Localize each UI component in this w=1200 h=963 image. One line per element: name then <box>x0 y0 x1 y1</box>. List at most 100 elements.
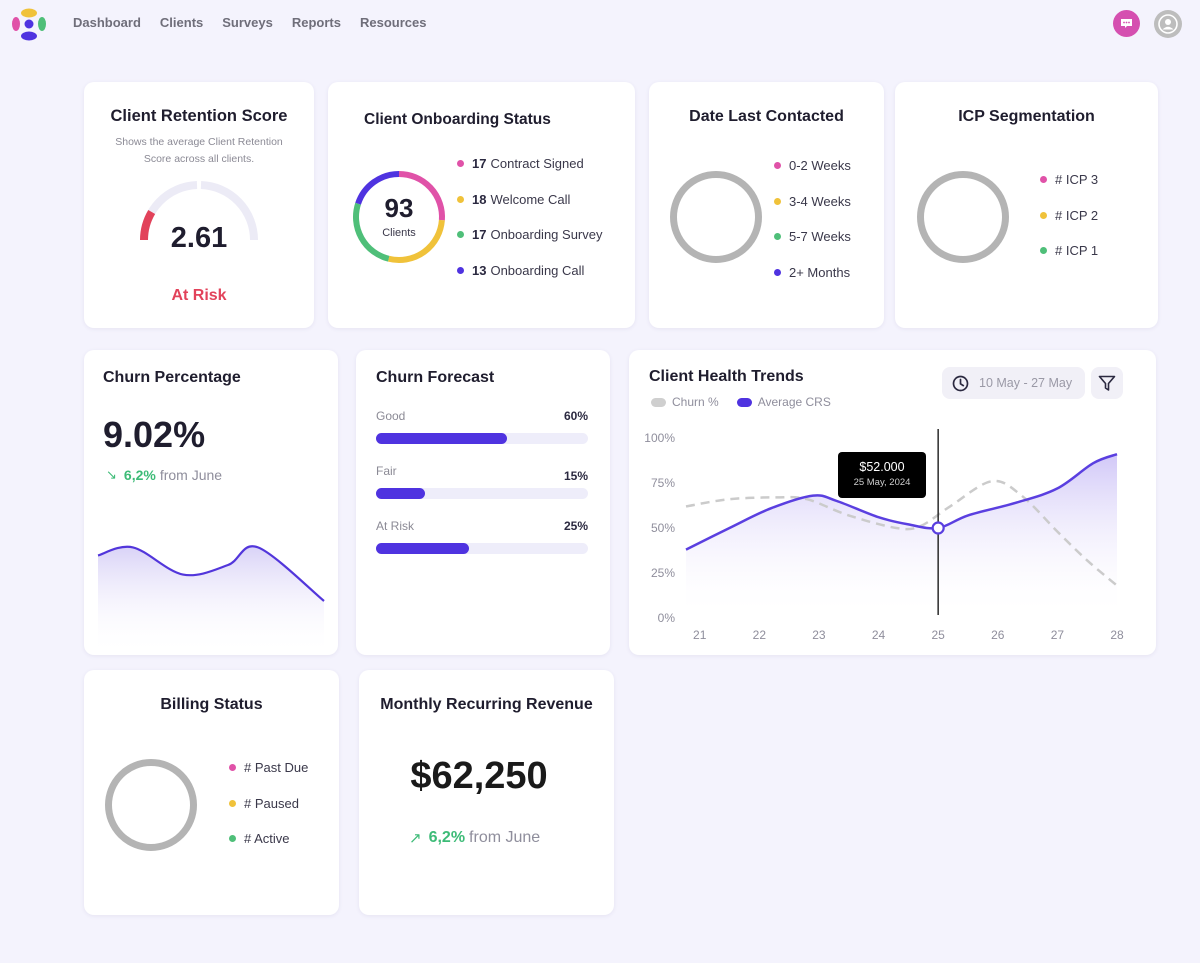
legend-item: 17 Contract Signed <box>457 146 602 182</box>
legend-count: 18 <box>472 191 487 207</box>
legend-dot <box>457 160 464 168</box>
y-tick-label: 100% <box>644 431 675 445</box>
bar-label: At Risk <box>376 519 415 533</box>
chart-legend: Churn % Average CRS <box>651 395 831 409</box>
legend-swatch-crs <box>736 397 752 407</box>
filter-icon <box>1098 375 1116 391</box>
legend-label: # Active <box>244 831 290 847</box>
legend-item: # Active <box>229 821 308 857</box>
legend-dot <box>774 233 781 241</box>
client-health-trends-card: Client Health Trends Churn % Average CRS… <box>629 350 1156 655</box>
card-title: Churn Forecast <box>376 369 495 386</box>
bar-fill <box>376 433 508 444</box>
legend-label: # Paused <box>244 795 299 811</box>
donut-segment <box>398 171 445 221</box>
legend-item: 17 Onboarding Survey <box>457 217 602 253</box>
last-contacted-donut <box>670 171 762 263</box>
card-title: Billing Status <box>160 696 263 713</box>
legend-item: 2+ Months <box>774 255 851 291</box>
legend-dot <box>229 799 236 807</box>
crs-series-line <box>685 453 1118 551</box>
legend-dot <box>774 197 781 205</box>
legend-item: 3-4 Weeks <box>774 184 851 220</box>
legend-label: # ICP 1 <box>1055 243 1099 259</box>
legend-dot <box>1040 176 1047 184</box>
y-tick-label: 0% <box>658 611 676 625</box>
filter-button[interactable] <box>1091 367 1123 399</box>
legend-label: 5-7 Weeks <box>789 229 851 245</box>
chat-button[interactable] <box>1113 10 1140 37</box>
user-menu-button[interactable] <box>1154 10 1182 38</box>
clock-icon <box>952 375 969 391</box>
gauge-fill <box>140 209 156 241</box>
legend-label: # ICP 2 <box>1055 207 1099 223</box>
legend-label: Welcome Call <box>490 191 571 207</box>
card-title: Client Retention Score <box>110 107 288 125</box>
bar-value: 25% <box>563 519 588 533</box>
x-tick-label: 21 <box>693 628 707 642</box>
x-tick-label: 26 <box>991 628 1005 642</box>
legend-label: 2+ Months <box>789 264 851 280</box>
app-logo[interactable] <box>11 6 47 42</box>
user-avatar-icon <box>1158 14 1178 34</box>
legend-count: 13 <box>472 262 487 278</box>
arrow-down-right-icon: ↘ <box>106 467 117 482</box>
bar-track <box>376 543 588 554</box>
onboarding-total: 93 <box>384 193 414 223</box>
icp-donut <box>917 171 1009 263</box>
legend-label: 0-2 Weeks <box>789 158 851 174</box>
bar-fill <box>376 543 470 554</box>
delta-suffix: from June <box>469 829 541 846</box>
bar-fill <box>376 488 425 499</box>
onboarding-donut <box>353 171 445 263</box>
health-trend-chart[interactable]: 100% 75% 50% 25% 0% 21 22 23 24 25 26 27 28 <box>629 415 1156 655</box>
legend-item: # Paused <box>229 786 308 822</box>
card-title: Date Last Contacted <box>689 108 844 125</box>
legend-dot <box>774 268 781 276</box>
legend-dot <box>457 195 464 203</box>
bar-value: 15% <box>563 469 588 483</box>
donut-segment <box>387 219 445 263</box>
x-tick-label: 25 <box>931 628 945 642</box>
legend-dot <box>457 231 464 239</box>
nav-reports[interactable]: Reports <box>291 15 341 30</box>
churn-percentage-card: Churn Percentage 9.02% ↘ 6,2% from June <box>84 350 338 655</box>
churn-value: 9.02% <box>103 414 206 455</box>
crs-area-fill <box>686 454 1117 618</box>
x-tick-label: 28 <box>1110 628 1124 642</box>
retention-gauge <box>140 181 258 241</box>
mrr-card: Monthly Recurring Revenue $62,250 ↗ 6,2%… <box>359 670 614 915</box>
onboarding-legend: 17 Contract Signed 18 Welcome Call 17 Onboa… <box>457 146 602 288</box>
mrr-value: $62,250 <box>410 755 548 797</box>
legend-item: # ICP 3 <box>1040 162 1098 198</box>
sparkline-area <box>98 546 324 655</box>
legend-swatch-churn <box>651 397 666 407</box>
delta-suffix: from June <box>159 467 223 483</box>
last-contacted-legend: 0-2 Weeks 3-4 Weeks 5-7 Weeks 2+ Months <box>774 148 851 290</box>
churn-forecast-card: Churn Forecast Good 60% Fair 15% At Risk… <box>356 350 610 655</box>
nav-surveys[interactable]: Surveys <box>222 15 273 30</box>
icp-legend: # ICP 3 # ICP 2 # ICP 1 <box>1040 162 1098 269</box>
y-tick-label: 75% <box>651 476 675 490</box>
card-title: Churn Percentage <box>103 369 241 386</box>
legend-dot <box>229 764 236 772</box>
legend-label: Onboarding Call <box>490 262 585 278</box>
nav-clients[interactable]: Clients <box>159 15 204 30</box>
billing-donut <box>105 759 197 851</box>
nav-resources[interactable]: Resources <box>359 15 427 30</box>
date-range-picker[interactable]: 10 May - 27 May <box>942 367 1085 399</box>
legend-item: # ICP 1 <box>1040 233 1098 269</box>
churn-delta: ↘ 6,2% from June <box>106 467 222 483</box>
donut-segment <box>355 171 400 205</box>
nav-dashboard[interactable]: Dashboard <box>73 15 141 30</box>
x-tick-label: 27 <box>1051 628 1065 642</box>
legend-label: 3-4 Weeks <box>789 193 851 209</box>
mrr-delta: ↗ 6,2% from June <box>409 829 540 847</box>
x-tick-label: 24 <box>872 628 886 642</box>
churn-sparkline <box>97 545 325 655</box>
bar-track <box>376 433 588 444</box>
delta-percent: 6,2% <box>428 829 466 846</box>
x-tick-label: 23 <box>812 628 826 642</box>
hover-point <box>931 521 945 535</box>
tooltip-value: $52.000 <box>859 460 905 474</box>
